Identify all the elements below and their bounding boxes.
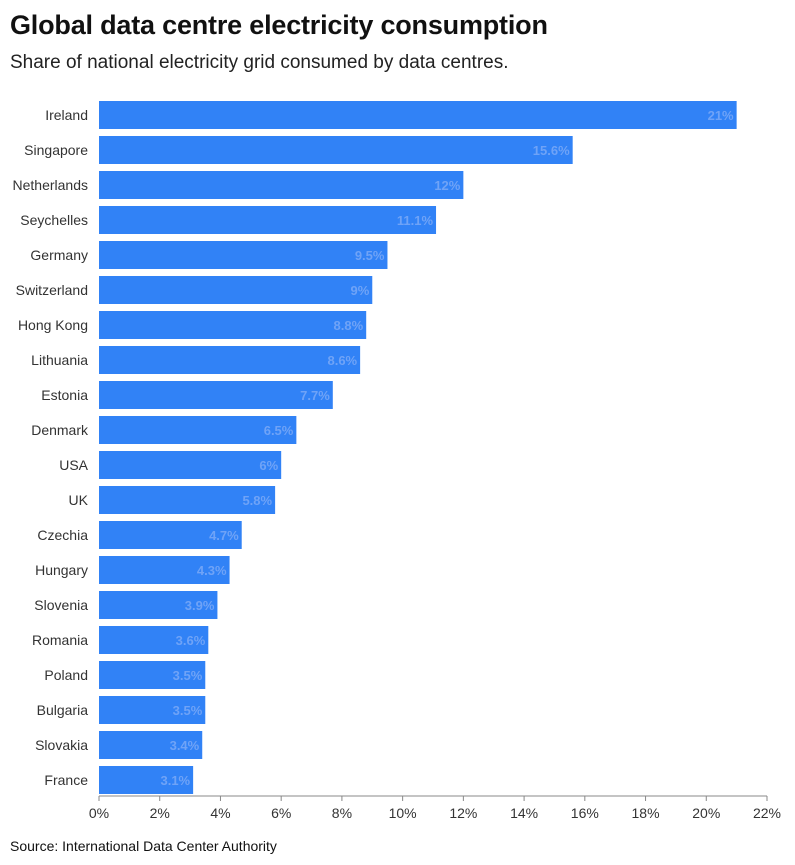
category-label: Netherlands (13, 177, 89, 193)
value-label: 8.6% (327, 353, 357, 368)
category-label: Hungary (35, 562, 88, 578)
value-label: 4.3% (197, 563, 227, 578)
value-label: 8.8% (334, 318, 364, 333)
category-label: Switzerland (16, 282, 88, 298)
bar-poland (99, 661, 206, 689)
bar-netherlands (99, 171, 464, 199)
source-note: Source: International Data Center Author… (10, 838, 277, 854)
value-label: 3.5% (173, 703, 203, 718)
category-label: Singapore (24, 142, 88, 158)
value-label: 15.6% (533, 143, 570, 158)
chart-title: Global data centre electricity consumpti… (10, 10, 548, 40)
x-tick-label: 14% (510, 805, 538, 821)
x-tick-label: 16% (571, 805, 599, 821)
bar-slovakia (99, 731, 203, 759)
bar-usa (99, 451, 282, 479)
category-label: Denmark (31, 422, 89, 438)
category-label: Ireland (45, 107, 88, 123)
category-label: Bulgaria (37, 702, 89, 718)
category-label: Poland (44, 667, 88, 683)
x-tick-label: 10% (389, 805, 417, 821)
bar-switzerland (99, 276, 373, 304)
bar-hungary (99, 556, 230, 584)
category-label: Lithuania (31, 352, 88, 368)
x-tick-label: 18% (632, 805, 660, 821)
value-label: 3.5% (173, 668, 203, 683)
bar-czechia (99, 521, 242, 549)
category-label: Hong Kong (18, 317, 88, 333)
bar-ireland (99, 101, 737, 129)
category-label: Czechia (37, 527, 88, 543)
category-label: Slovenia (34, 597, 88, 613)
x-tick-label: 12% (449, 805, 477, 821)
bar-bulgaria (99, 696, 206, 724)
category-label: Seychelles (20, 212, 88, 228)
value-label: 9% (350, 283, 369, 298)
value-label: 3.9% (185, 598, 215, 613)
chart-subtitle: Share of national electricity grid consu… (10, 52, 509, 73)
value-label: 21% (708, 108, 734, 123)
category-label: UK (69, 492, 89, 508)
bar-lithuania (99, 346, 361, 374)
bar-singapore (99, 136, 573, 164)
x-axis-ticks: 0% 2% 4% 6% 8% 10% 12% 14% 16% 18% 20% 22% (89, 796, 781, 821)
category-label: Estonia (41, 387, 88, 403)
value-label: 4.7% (209, 528, 239, 543)
category-label: Germany (30, 247, 88, 263)
category-label: USA (59, 457, 88, 473)
bar-romania (99, 626, 209, 654)
value-label: 6.5% (264, 423, 294, 438)
x-tick-label: 0% (89, 805, 109, 821)
bar-slovenia (99, 591, 218, 619)
x-tick-label: 22% (753, 805, 781, 821)
bar-denmark (99, 416, 297, 444)
bar-france (99, 766, 194, 794)
bar-estonia (99, 381, 333, 409)
bar-hong-kong (99, 311, 367, 339)
value-label: 9.5% (355, 248, 385, 263)
bar-uk (99, 486, 276, 514)
bar-seychelles (99, 206, 437, 234)
x-tick-label: 2% (150, 805, 170, 821)
value-label: 6% (259, 458, 278, 473)
value-label: 12% (434, 178, 460, 193)
value-label: 7.7% (300, 388, 330, 403)
category-label: Slovakia (35, 737, 88, 753)
category-label: Romania (32, 632, 88, 648)
value-label: 3.6% (176, 633, 206, 648)
value-label: 3.4% (170, 738, 200, 753)
x-tick-label: 20% (692, 805, 720, 821)
x-tick-label: 6% (271, 805, 291, 821)
x-tick-label: 4% (210, 805, 230, 821)
category-label: France (44, 772, 88, 788)
bars-group (99, 101, 737, 794)
value-label: 11.1% (397, 213, 434, 228)
bar-germany (99, 241, 388, 269)
value-label: 5.8% (242, 493, 272, 508)
x-tick-label: 8% (332, 805, 352, 821)
value-label: 3.1% (160, 773, 190, 788)
value-labels: 21% 15.6% 12% 11.1% 9.5% 9% 8.8% 8.6% 7.7% 6.5% 6%… (160, 108, 734, 788)
category-labels: Ireland Singapore Netherlands Seychelles Ger… (13, 107, 89, 788)
